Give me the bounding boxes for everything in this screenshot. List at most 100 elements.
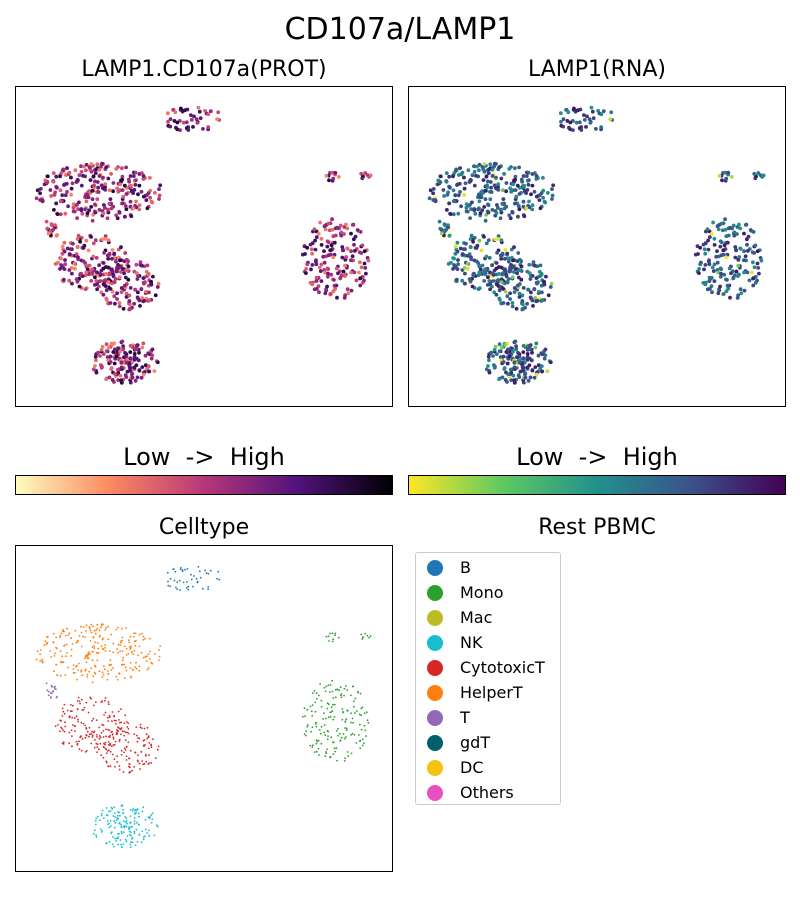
prot-point bbox=[93, 354, 98, 359]
prot-point bbox=[76, 233, 81, 238]
prot-point bbox=[60, 251, 65, 256]
prot-point bbox=[59, 256, 63, 261]
prot-point bbox=[198, 116, 203, 121]
rna-point bbox=[516, 373, 521, 378]
rna-point bbox=[482, 169, 487, 174]
rna-point bbox=[718, 244, 723, 249]
prot-point bbox=[128, 368, 132, 373]
celltype-point bbox=[60, 719, 62, 722]
prot-point bbox=[309, 247, 314, 252]
prot-point bbox=[58, 188, 63, 193]
celltype-point bbox=[355, 742, 358, 744]
celltype-point bbox=[65, 634, 67, 637]
rna-point bbox=[451, 188, 456, 193]
rna-point bbox=[522, 183, 526, 188]
celltype-point bbox=[151, 812, 154, 815]
legend-item-t: T bbox=[416, 705, 560, 730]
rna-point bbox=[500, 201, 505, 206]
prot-point bbox=[140, 296, 145, 300]
celltype-point bbox=[111, 745, 113, 747]
rna-point bbox=[716, 227, 721, 232]
celltype-point bbox=[63, 703, 66, 706]
celltype-point bbox=[120, 749, 123, 752]
prot-point bbox=[127, 299, 132, 303]
rna-point bbox=[736, 274, 740, 278]
prot-point bbox=[362, 278, 366, 283]
celltype-point bbox=[317, 694, 320, 697]
celltype-point bbox=[118, 738, 121, 741]
prot-point bbox=[111, 189, 115, 194]
celltype-point bbox=[342, 733, 345, 735]
celltype-point bbox=[353, 705, 355, 708]
celltype-point bbox=[133, 766, 135, 768]
celltype-point bbox=[337, 734, 339, 737]
celltype-point bbox=[47, 694, 50, 697]
rna-point bbox=[516, 251, 521, 255]
prot-point bbox=[74, 252, 79, 256]
legend-item-mac: Mac bbox=[416, 605, 560, 630]
rna-point bbox=[491, 279, 496, 283]
rna-point bbox=[527, 262, 532, 267]
celltype-point bbox=[332, 703, 334, 706]
rna-point bbox=[500, 345, 504, 350]
celltype-point bbox=[127, 827, 130, 830]
prot-point bbox=[133, 182, 138, 187]
rna-point bbox=[530, 368, 535, 373]
rna-point bbox=[755, 278, 759, 283]
rna-point bbox=[492, 165, 496, 169]
rna-point bbox=[707, 279, 712, 283]
celltype-point bbox=[93, 629, 96, 632]
celltype-point bbox=[143, 745, 145, 748]
celltype-point bbox=[124, 666, 127, 669]
rna-point bbox=[539, 271, 544, 276]
celltype-point bbox=[85, 624, 88, 627]
celltype-point bbox=[332, 753, 335, 755]
celltype-point bbox=[102, 730, 105, 732]
prot-point bbox=[117, 275, 122, 280]
celltype-point bbox=[328, 640, 330, 642]
prot-point bbox=[88, 178, 93, 182]
prot-point bbox=[115, 291, 119, 296]
rna-point bbox=[438, 174, 443, 179]
prot-point bbox=[326, 271, 330, 276]
prot-point bbox=[128, 356, 133, 361]
celltype-point bbox=[92, 717, 95, 720]
rna-point bbox=[486, 171, 491, 175]
prot-point bbox=[95, 270, 99, 275]
prot-point bbox=[332, 283, 337, 288]
celltype-point bbox=[339, 740, 342, 742]
prot-point bbox=[111, 181, 116, 185]
rna-point bbox=[507, 167, 512, 171]
celltype-point bbox=[332, 697, 335, 699]
prot-point bbox=[135, 344, 139, 348]
celltype-point bbox=[41, 661, 44, 664]
rna-point bbox=[707, 275, 712, 280]
celltype-point bbox=[55, 663, 57, 666]
rna-point bbox=[453, 244, 458, 249]
celltype-point bbox=[109, 659, 112, 662]
prot-point bbox=[175, 120, 180, 125]
celltype-point bbox=[112, 667, 115, 669]
celltype-point bbox=[359, 747, 362, 750]
prot-point bbox=[143, 369, 147, 374]
prot-point bbox=[137, 207, 142, 212]
prot-point bbox=[126, 277, 131, 282]
celltype-point bbox=[121, 627, 123, 630]
celltype-point bbox=[147, 667, 150, 669]
prot-point bbox=[183, 108, 187, 113]
rna-point bbox=[743, 223, 748, 227]
prot-point bbox=[52, 208, 56, 212]
rna-point bbox=[728, 295, 732, 300]
celltype-point bbox=[72, 704, 74, 707]
celltype-point bbox=[106, 716, 109, 719]
prot-point bbox=[194, 117, 199, 121]
rna-point bbox=[703, 282, 708, 287]
celltype-point bbox=[129, 808, 132, 811]
prot-point bbox=[75, 216, 79, 221]
prot-point bbox=[65, 246, 70, 251]
prot-point bbox=[132, 301, 136, 306]
prot-point bbox=[119, 360, 124, 365]
celltype-point bbox=[123, 663, 126, 666]
rna-point bbox=[696, 252, 700, 256]
celltype-point bbox=[100, 831, 103, 833]
